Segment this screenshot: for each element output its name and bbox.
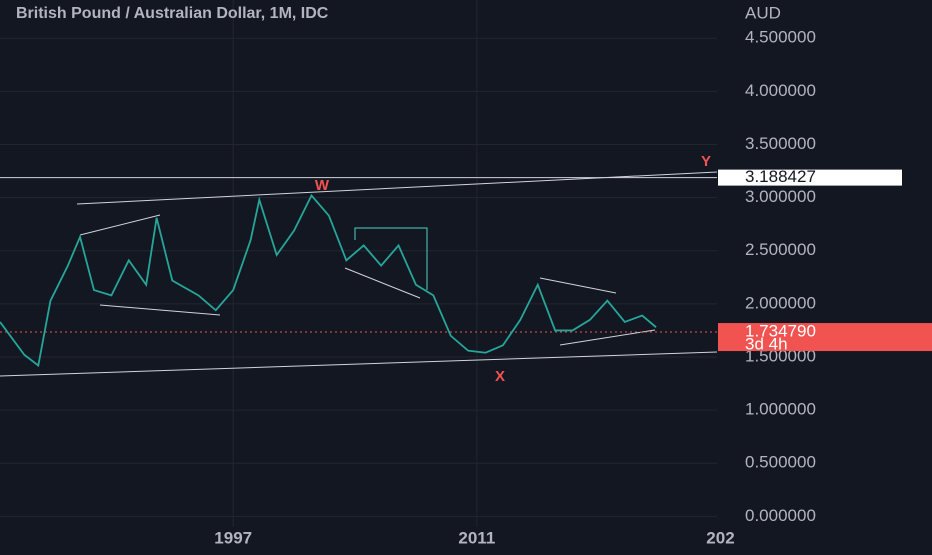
y-tick-label: 3.000000: [745, 187, 816, 206]
y-tick-label: 2.000000: [745, 293, 816, 312]
y-tick-label: 1.000000: [745, 400, 816, 419]
x-tick-label: 1997: [214, 528, 252, 547]
last-price-label: 1.734790: [745, 322, 816, 341]
y-tick-label: 3.500000: [745, 134, 816, 153]
trendline: [79, 214, 161, 236]
trendline: [99, 304, 221, 316]
y-tick-label: 4.000000: [745, 81, 816, 100]
countdown-label: 3d 4h: [745, 335, 788, 354]
annotation: X: [495, 368, 505, 385]
annotation: W: [315, 177, 330, 194]
trendline: [539, 277, 617, 294]
price-label-box: [718, 169, 902, 186]
y-tick-label: 2.500000: [745, 240, 816, 259]
y-tick-label: 0.000000: [745, 506, 816, 525]
last-price-box: [718, 323, 932, 352]
price-label: 3.188427: [745, 167, 816, 186]
price-series: [0, 193, 657, 368]
trendline: [354, 227, 428, 290]
chart-title: British Pound / Australian Dollar, 1M, I…: [16, 5, 329, 22]
series: [0, 177, 717, 368]
axis-label: AUD: [745, 3, 781, 22]
y-tick-label: 0.500000: [745, 453, 816, 472]
y-tick-label: 1.500000: [745, 346, 816, 365]
trendline: [344, 267, 421, 299]
x-tick-label: 202: [706, 528, 734, 547]
annotation: Y: [701, 153, 711, 170]
drawings: [0, 171, 717, 377]
grid: [0, 0, 717, 527]
trendline: [559, 329, 656, 346]
x-tick-label: 2011: [458, 528, 495, 547]
trendline: [0, 351, 717, 377]
y-tick-label: 4.500000: [745, 28, 816, 47]
